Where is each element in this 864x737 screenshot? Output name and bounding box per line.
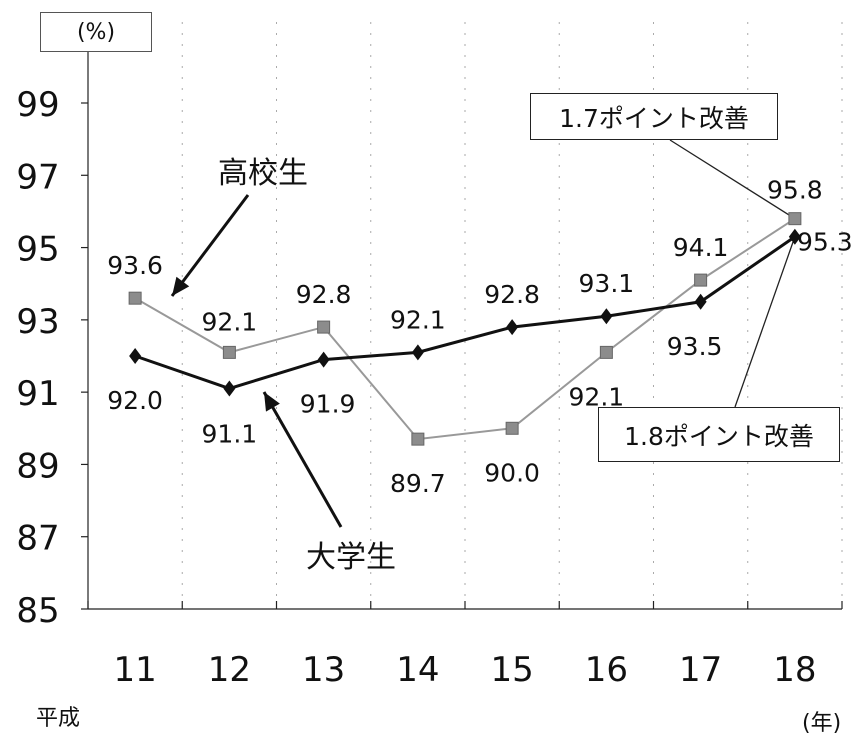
labels: 93.6 92.1 92.8 89.7 90.0 92.1 94.1 95.8 92.0 91.1… [107, 176, 852, 498]
square-point [128, 291, 142, 305]
arrow-university [262, 391, 343, 528]
diamond-point [317, 351, 330, 368]
series-label-university: 大学生 [306, 540, 396, 575]
x-tick-label: 14 [396, 650, 439, 690]
x-axis-unit-label: (年) [802, 711, 842, 736]
data-label: 93.1 [579, 269, 635, 298]
x-tick-label: 12 [208, 650, 251, 690]
data-label: 89.7 [390, 469, 446, 498]
data-label: 92.8 [484, 280, 540, 309]
diamond-point [694, 293, 707, 310]
x-tick-label: 17 [679, 650, 722, 690]
callout-university-improvement: 1.8ポイント改善 [598, 407, 840, 462]
diamond-point [411, 344, 424, 361]
data-label: 92.0 [107, 386, 163, 415]
y-tick-label: 93 [16, 302, 59, 342]
square-point [788, 212, 802, 226]
y-tick-label: 99 [16, 85, 59, 125]
y-axis-unit-label: (%) [40, 12, 152, 52]
data-label: 95.8 [767, 176, 823, 205]
square-point [222, 345, 236, 359]
y-tick-label: 97 [16, 157, 59, 197]
x-tick-label: 18 [773, 650, 816, 690]
data-label: 93.5 [667, 332, 723, 361]
data-label: 92.1 [202, 307, 258, 336]
axes: 85 87 89 91 93 95 97 99 11 12 13 14 15 16 17 18 [16, 52, 843, 690]
diamond-point [600, 308, 613, 325]
square-point [599, 345, 613, 359]
square-point [411, 432, 425, 446]
data-label: 91.9 [300, 390, 356, 419]
diamond-point [788, 228, 801, 245]
square-point [505, 421, 519, 435]
data-label: 92.8 [296, 280, 352, 309]
y-tick-label: 85 [16, 591, 59, 631]
y-tick-label: 91 [16, 374, 59, 414]
series-line-1 [134, 235, 796, 391]
data-label: 92.1 [569, 382, 625, 411]
series-label-high-school: 高校生 [218, 156, 308, 191]
data-label: 90.0 [484, 458, 540, 487]
y-tick-label: 89 [16, 446, 59, 486]
x-tick-label: 11 [113, 650, 156, 690]
arrow-university-head [264, 392, 280, 412]
series-lines [134, 217, 796, 441]
diamond-point [223, 380, 236, 397]
callout-leader-high-school [669, 139, 796, 220]
arrow-high-school [170, 194, 250, 297]
square-point [694, 273, 708, 287]
y-tick-label: 87 [16, 519, 59, 559]
diamond-point [129, 348, 142, 364]
square-point [317, 320, 331, 334]
callout-leader-university [734, 236, 796, 408]
arrow-high-school-head [172, 276, 190, 296]
data-label: 94.1 [673, 233, 729, 262]
y-tick-label: 95 [16, 230, 59, 270]
data-label: 93.6 [107, 251, 163, 280]
series-line-0 [134, 217, 796, 441]
data-label: 95.3 [797, 228, 853, 257]
era-label: 平成 [36, 706, 81, 731]
data-label: 91.1 [202, 420, 258, 449]
x-tick-label: 15 [490, 650, 533, 690]
arrows [170, 139, 796, 528]
data-label: 92.1 [390, 305, 446, 334]
x-tick-label: 16 [585, 650, 628, 690]
diamond-point [506, 319, 519, 336]
callout-high-school-improvement: 1.7ポイント改善 [530, 93, 778, 140]
series-markers [128, 212, 802, 446]
x-tick-label: 13 [302, 650, 345, 690]
